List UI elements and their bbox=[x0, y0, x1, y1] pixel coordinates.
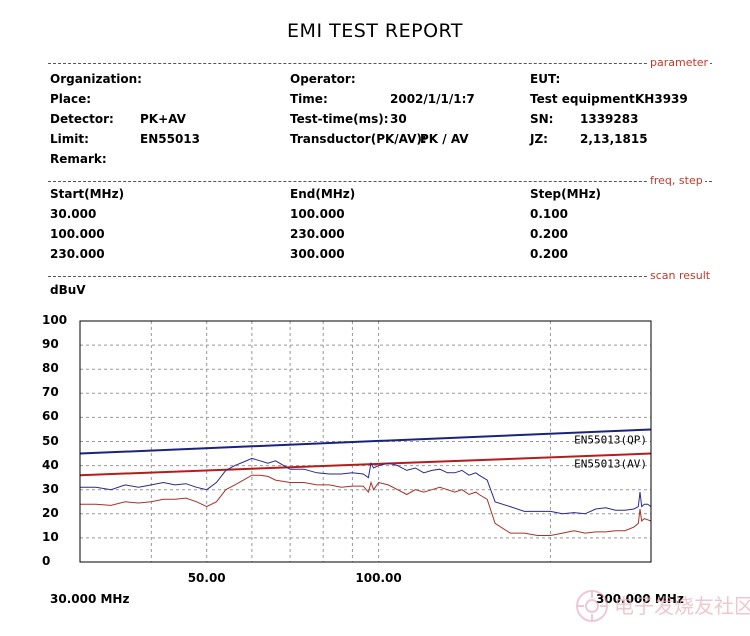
series-line-1 bbox=[80, 474, 652, 536]
transductor-label: Transductor(PK/AV): bbox=[290, 132, 427, 146]
limit-label: Limit: bbox=[50, 132, 89, 146]
freq-row-1-end: 230.000 bbox=[290, 227, 345, 241]
limit-line-label-0: EN55013(QP) bbox=[574, 433, 647, 446]
freq-header-step: Step(MHz) bbox=[530, 187, 602, 201]
x-tick-label-1: 100.00 bbox=[355, 571, 402, 585]
parameter-section-label: parameter bbox=[648, 56, 711, 69]
plot-frame bbox=[79, 320, 652, 563]
freq-row-0-start: 30.000 bbox=[50, 207, 97, 221]
transductor-value: PK / AV bbox=[420, 132, 469, 146]
detector-label: Detector: bbox=[50, 112, 114, 126]
y-tick-label-4: 40 bbox=[42, 457, 59, 472]
test-equipment-value: KH3939 bbox=[635, 92, 688, 106]
sn-label: SN: bbox=[530, 112, 554, 126]
sn-value: 1339283 bbox=[580, 112, 639, 126]
place-label: Place: bbox=[50, 92, 92, 106]
remark-label: Remark: bbox=[50, 152, 107, 166]
freq-row-0-end: 100.000 bbox=[290, 207, 345, 221]
report-title: EMI TEST REPORT bbox=[287, 20, 463, 42]
freq-header-start: Start(MHz) bbox=[50, 187, 125, 201]
watermark-text: 电子发烧友社区 bbox=[614, 594, 750, 618]
time-label: Time: bbox=[290, 92, 328, 106]
y-tick-label-1: 10 bbox=[42, 529, 59, 544]
x-tick-label-0: 50.00 bbox=[187, 571, 226, 585]
scan-result-section-label: scan result bbox=[648, 269, 713, 282]
freq-step-section-label: freq, step bbox=[648, 174, 705, 187]
freq-step-separator bbox=[48, 181, 712, 182]
limit-line-label-1: EN55013(AV) bbox=[574, 458, 647, 471]
scan-result-separator bbox=[48, 276, 712, 277]
x-start-label: 30.000 MHz bbox=[50, 592, 130, 606]
y-tick-label-8: 80 bbox=[42, 361, 59, 376]
freq-row-1-start: 100.000 bbox=[50, 227, 105, 241]
test-time-label: Test-time(ms): bbox=[290, 112, 389, 126]
organization-label: Organization: bbox=[50, 72, 142, 86]
y-tick-label-3: 30 bbox=[42, 481, 59, 496]
operator-label: Operator: bbox=[290, 72, 356, 86]
freq-row-2-start: 230.000 bbox=[50, 247, 105, 261]
freq-row-2-end: 300.000 bbox=[290, 247, 345, 261]
y-tick-label-2: 20 bbox=[42, 505, 59, 520]
limit-line-0 bbox=[79, 428, 652, 455]
y-tick-label-10: 100 bbox=[42, 313, 68, 327]
watermark-logo-icon bbox=[576, 590, 608, 622]
y-axis-unit-label: dBuV bbox=[50, 283, 86, 297]
detector-value: PK+AV bbox=[140, 112, 186, 126]
y-tick-label-5: 50 bbox=[42, 433, 59, 448]
y-tick-label-0: 0 bbox=[42, 554, 51, 568]
freq-row-0-step: 0.100 bbox=[530, 207, 568, 221]
test-time-value: 30 bbox=[390, 112, 407, 126]
y-tick-label-9: 90 bbox=[42, 337, 59, 352]
freq-row-1-step: 0.200 bbox=[530, 227, 568, 241]
limit-value: EN55013 bbox=[140, 132, 200, 146]
jz-value: 2,13,1815 bbox=[580, 132, 648, 146]
freq-header-end: End(MHz) bbox=[290, 187, 356, 201]
jz-label: JZ: bbox=[530, 132, 548, 146]
test-equipment-label: Test equipment: bbox=[530, 92, 640, 106]
x-end-label: 300.000 MHz bbox=[596, 592, 684, 606]
limit-line-1 bbox=[79, 452, 652, 477]
y-tick-label-6: 60 bbox=[42, 409, 59, 424]
eut-label: EUT: bbox=[530, 72, 561, 86]
parameter-separator bbox=[48, 63, 712, 64]
time-value: 2002/1/1/1:7 bbox=[390, 92, 475, 106]
y-tick-label-7: 70 bbox=[42, 385, 59, 400]
series-line-0 bbox=[80, 457, 652, 515]
freq-row-2-step: 0.200 bbox=[530, 247, 568, 261]
